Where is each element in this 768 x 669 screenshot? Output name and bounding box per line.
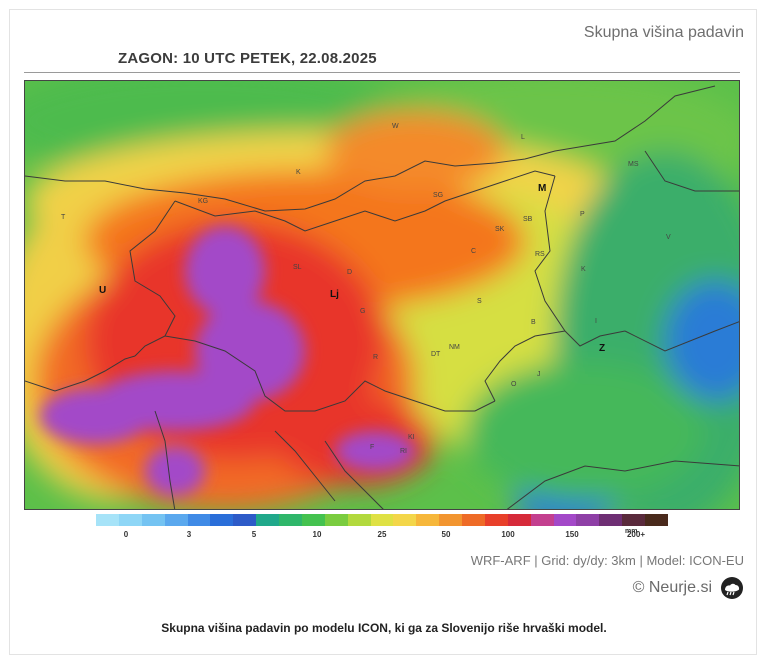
svg-text:KI: KI xyxy=(408,434,415,441)
legend-swatch xyxy=(301,514,325,526)
legend-tick-labels: 0 3 5 10 25 50 100 150 200+ xyxy=(96,526,668,550)
legend-label: 200+ xyxy=(626,530,646,539)
svg-text:J: J xyxy=(537,371,541,378)
svg-text:RI: RI xyxy=(400,448,407,455)
legend-swatch xyxy=(347,514,371,526)
svg-text:D: D xyxy=(347,269,352,276)
legend-swatch xyxy=(484,514,508,526)
legend-swatch xyxy=(416,514,440,526)
svg-text:T: T xyxy=(61,214,66,221)
svg-text:DT: DT xyxy=(431,351,441,358)
region-labels: U Lj M Z xyxy=(99,183,605,354)
svg-text:Z: Z xyxy=(599,343,605,354)
legend-swatch xyxy=(576,514,600,526)
svg-text:SG: SG xyxy=(433,192,443,199)
legend-swatch xyxy=(439,514,462,526)
legend-label: 50 xyxy=(441,530,451,539)
legend-label: 10 xyxy=(312,530,322,539)
legend-swatch xyxy=(462,514,485,526)
precipitation-map: W L K KG SG SB SK MS V T RS P SL C S D K… xyxy=(24,80,740,510)
legend-swatch xyxy=(233,514,257,526)
legend-swatch xyxy=(530,514,554,526)
map-graphic: W L K KG SG SB SK MS V T RS P SL C S D K… xyxy=(25,81,739,509)
legend-label: 25 xyxy=(377,530,387,539)
svg-text:V: V xyxy=(666,234,671,241)
figure-caption: Skupna višina padavin po modelu ICON, ki… xyxy=(161,621,607,635)
svg-text:W: W xyxy=(392,123,399,130)
header-divider xyxy=(24,72,740,73)
place-labels: W L K KG SG SB SK MS V T RS P SL C S D K… xyxy=(61,123,671,455)
svg-text:I: I xyxy=(595,318,597,325)
svg-text:Lj: Lj xyxy=(330,289,339,300)
svg-text:SB: SB xyxy=(523,216,533,223)
product-title: Skupna višina padavin xyxy=(583,24,744,41)
legend-label: 5 xyxy=(251,530,257,539)
legend-label: 150 xyxy=(565,530,579,539)
legend-swatch xyxy=(118,514,142,526)
svg-text:K: K xyxy=(296,169,301,176)
svg-text:F: F xyxy=(370,444,374,451)
brand-text: © Neurje.si xyxy=(632,579,712,596)
legend-swatch xyxy=(210,514,234,526)
legend-swatch xyxy=(256,514,279,526)
cloud-logo-icon xyxy=(721,577,743,599)
svg-text:SK: SK xyxy=(495,226,505,233)
legend-swatch xyxy=(599,514,623,526)
svg-text:S: S xyxy=(477,298,482,305)
legend-swatch xyxy=(324,514,348,526)
legend-label: 0 xyxy=(123,530,129,539)
svg-text:NM: NM xyxy=(449,344,460,351)
svg-text:M: M xyxy=(538,183,546,194)
legend-swatch xyxy=(141,514,165,526)
legend-swatch xyxy=(370,514,394,526)
svg-text:K: K xyxy=(581,266,586,273)
svg-text:RS: RS xyxy=(535,251,545,258)
svg-text:P: P xyxy=(580,211,585,218)
legend-swatch xyxy=(553,514,577,526)
model-info: WRF-ARF | Grid: dy/dy: 3km | Model: ICON… xyxy=(470,553,744,568)
legend-color-scale xyxy=(96,514,668,526)
svg-text:MS: MS xyxy=(628,161,639,168)
svg-text:O: O xyxy=(511,381,517,388)
legend-swatch xyxy=(164,514,188,526)
svg-text:U: U xyxy=(99,285,106,296)
legend-swatch xyxy=(393,514,417,526)
legend-swatch xyxy=(645,514,668,526)
legend-swatch xyxy=(507,514,531,526)
legend-swatch xyxy=(96,514,119,526)
legend-swatch xyxy=(279,514,302,526)
brand[interactable]: © Neurje.si xyxy=(633,576,744,600)
svg-text:B: B xyxy=(531,319,536,326)
svg-text:SL: SL xyxy=(293,264,302,271)
legend-unit: mm xyxy=(625,528,638,535)
legend-label: 100 xyxy=(501,530,515,539)
country-borders xyxy=(25,85,739,509)
legend-label: 3 xyxy=(186,530,192,539)
precip-legend: 0 3 5 10 25 50 100 150 200+ mm xyxy=(96,514,668,554)
legend-swatch xyxy=(187,514,211,526)
precip-maximum xyxy=(40,226,415,496)
svg-text:R: R xyxy=(373,354,378,361)
legend-swatch xyxy=(622,514,645,526)
run-label: ZAGON: 10 UTC PETEK, 22.08.2025 xyxy=(118,50,377,67)
svg-text:G: G xyxy=(360,308,365,315)
svg-text:L: L xyxy=(521,134,525,141)
svg-text:C: C xyxy=(471,248,476,255)
svg-text:KG: KG xyxy=(198,198,208,205)
